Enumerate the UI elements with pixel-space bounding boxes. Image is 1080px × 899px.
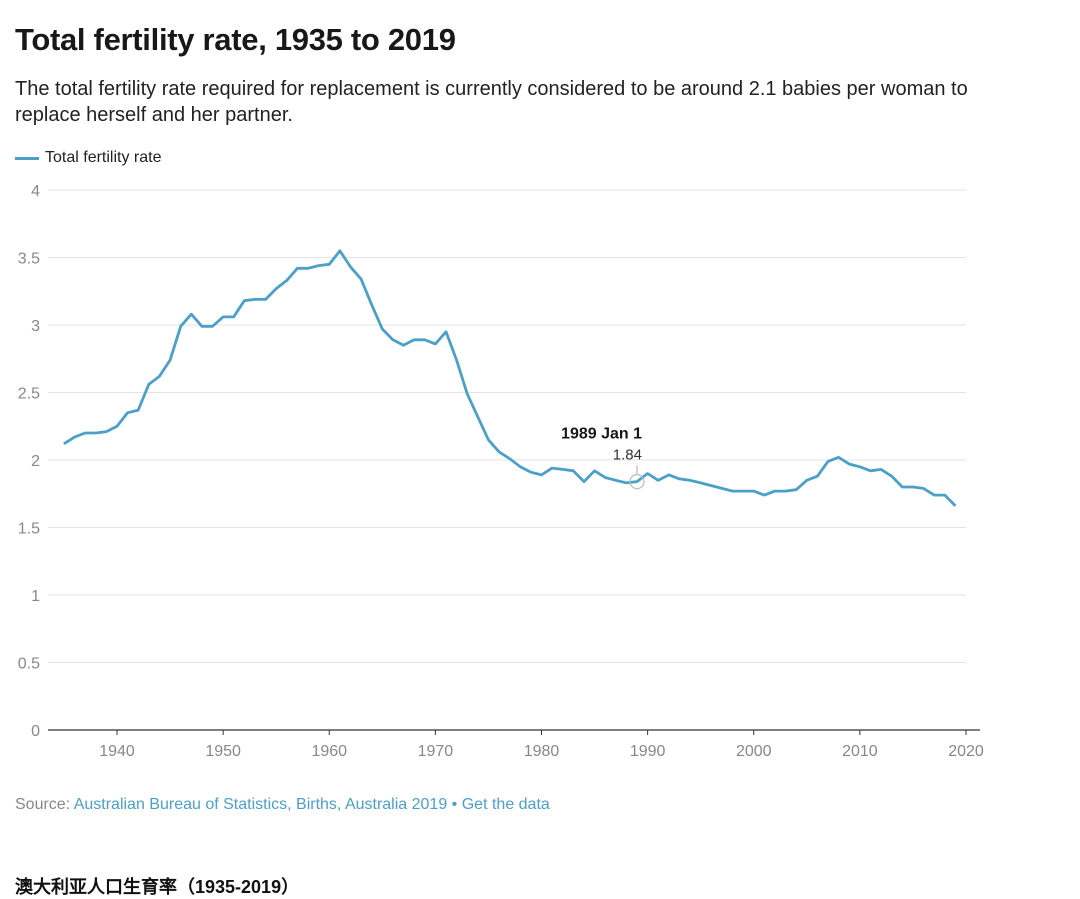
line-chart: 00.511.522.533.54 1940 1950 1960 1970 1980 19… (18, 183, 984, 760)
x-tick-label: 1940 (99, 743, 135, 760)
source-prefix: Source: (15, 796, 74, 813)
x-tick-label: 1990 (630, 743, 666, 760)
source-link[interactable]: Australian Bureau of Statistics, Births,… (73, 796, 448, 813)
grid (48, 189, 980, 731)
x-tick-label: 2000 (736, 743, 772, 760)
source-separator: • (447, 796, 462, 813)
x-tick-label: 1960 (311, 743, 347, 760)
y-tick-label: 1.5 (18, 521, 40, 538)
annotation-label: 1989 Jan 1 (561, 426, 642, 443)
y-tick-label: 3 (31, 318, 40, 335)
x-tick-label: 2010 (842, 743, 878, 760)
x-tick-label: 1950 (205, 743, 241, 760)
legend: Total fertility rate (15, 149, 161, 167)
y-tick-label: 2 (31, 453, 40, 470)
annotation-value: 1.84 (613, 447, 642, 464)
source-line: Source: Australian Bureau of Statistics,… (15, 796, 550, 814)
x-axis-ticks: 1940 1950 1960 1970 1980 1990 2000 2010 2020 (99, 730, 984, 760)
footer-caption: 澳大利亚人口生育率（1935-2019） (15, 877, 300, 897)
y-tick-label: 3.5 (18, 251, 40, 268)
y-axis-ticks: 0 0.5 1 1.5 2 2.5 3 3.5 4 (18, 183, 40, 740)
y-tick-label: 0.5 (18, 656, 40, 673)
annotation: 1989 Jan 1 1.84 (561, 426, 645, 490)
y-tick-label: 1 (31, 588, 40, 605)
y-tick-label: 2.5 (18, 386, 40, 403)
annotation-marker (629, 474, 645, 490)
legend-swatch (15, 156, 39, 160)
chart-title: Total fertility rate, 1935 to 2019 (15, 22, 456, 57)
get-data-link[interactable]: Get the data (461, 796, 550, 813)
series (63, 249, 957, 507)
y-tick-label: 0 (31, 723, 40, 740)
chart-subtitle: The total fertility rate required for re… (15, 78, 968, 126)
legend-label: Total fertility rate (45, 149, 162, 166)
x-tick-label: 1970 (418, 743, 454, 760)
series-line-total-fertility-rate (63, 249, 957, 507)
y-tick-label: 4 (31, 183, 40, 200)
x-tick-label: 2020 (948, 743, 984, 760)
x-tick-label: 1980 (524, 743, 560, 760)
